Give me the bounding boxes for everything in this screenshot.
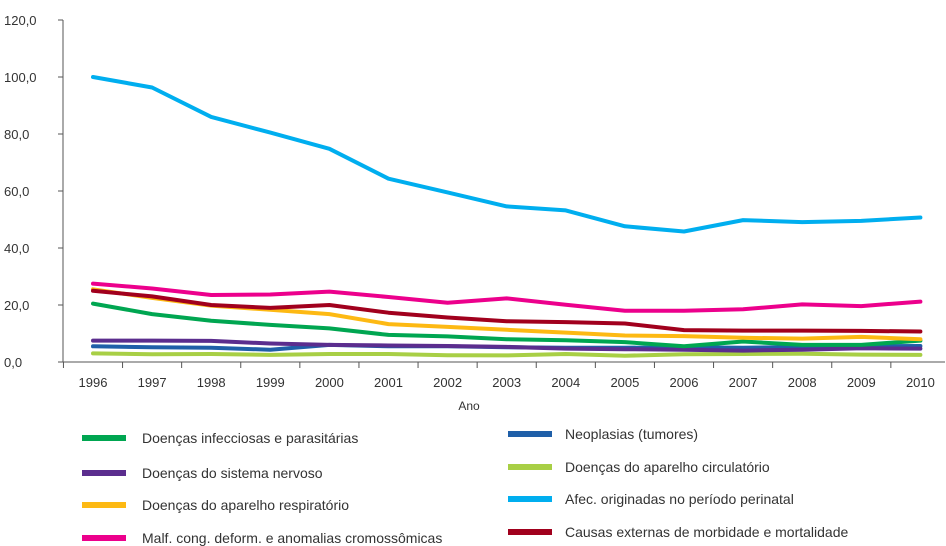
legend-label: Doenças do aparelho circulatório	[565, 459, 770, 475]
legend-label: Malf. cong. deform. e anomalias cromossô…	[142, 530, 442, 546]
y-tick-label: 40,0	[4, 241, 29, 256]
y-tick-label: 120,0	[4, 13, 37, 28]
x-tick-label: 2001	[374, 375, 403, 390]
x-tick-label: 1999	[256, 375, 285, 390]
x-tick-label: 2002	[433, 375, 462, 390]
series-line-1	[91, 301, 923, 349]
axes: 0,0 20,0 40,0 60,0 80,0 100,0 120,0 1996 1997 199…	[4, 13, 945, 390]
x-tick-label: 2005	[610, 375, 639, 390]
series-line-7	[91, 281, 923, 313]
y-tick-label: 80,0	[4, 127, 29, 142]
legend-item: Doenças do sistema nervoso	[82, 465, 323, 481]
x-tick-label: 2000	[315, 375, 344, 390]
legend-item: Doenças do aparelho circulatório	[508, 459, 770, 475]
series-line-6	[91, 75, 923, 234]
series-line-8	[91, 288, 923, 334]
x-tick-label: 1996	[79, 375, 108, 390]
series-line-3	[91, 338, 923, 353]
legend-label: Doenças do sistema nervoso	[142, 465, 323, 481]
legend-item: Malf. cong. deform. e anomalias cromossô…	[82, 530, 442, 546]
y-tick-label: 0,0	[4, 355, 22, 370]
legend-item: Causas externas de morbidade e mortalida…	[508, 524, 848, 540]
x-tick-label: 2007	[729, 375, 758, 390]
legend-item: Doenças infecciosas e parasitárias	[82, 430, 358, 446]
series-lines	[91, 75, 923, 358]
x-tick-label: 2009	[847, 375, 876, 390]
x-tick-label: 2003	[492, 375, 521, 390]
x-tick-label: 1997	[138, 375, 167, 390]
y-tick-label: 20,0	[4, 298, 29, 313]
x-tick-label: 2008	[788, 375, 817, 390]
x-tick-label: 1998	[197, 375, 226, 390]
legend-label: Neoplasias (tumores)	[565, 426, 698, 442]
legend-item: Afec. originadas no período perinatal	[508, 491, 794, 507]
legend-item: Doenças do aparelho respiratório	[82, 497, 349, 513]
legend: Doenças infecciosas e parasitárias Doença…	[82, 426, 848, 546]
legend-item: Neoplasias (tumores)	[508, 426, 698, 442]
x-axis-title: Ano	[458, 399, 480, 413]
y-tick-label: 100,0	[4, 70, 37, 85]
legend-label: Doenças do aparelho respiratório	[142, 497, 349, 513]
legend-label: Doenças infecciosas e parasitárias	[142, 430, 358, 446]
legend-label: Afec. originadas no período perinatal	[565, 491, 794, 507]
series-line-4	[91, 351, 923, 358]
legend-label: Causas externas de morbidade e mortalida…	[565, 524, 848, 540]
x-tick-label: 2004	[551, 375, 580, 390]
x-tick-label: 2006	[670, 375, 699, 390]
y-tick-label: 60,0	[4, 184, 29, 199]
x-tick-label: 2010	[906, 375, 935, 390]
